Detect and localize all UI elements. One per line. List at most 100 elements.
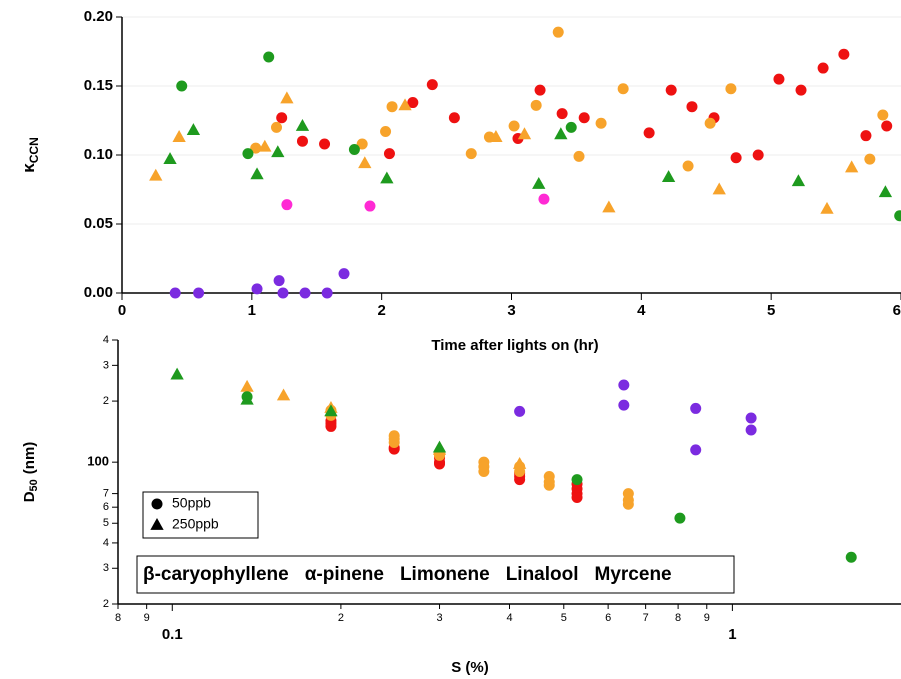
y-tick-label: 0.10 [84,146,113,163]
triangle-marker [149,168,163,181]
circle-marker [595,117,607,129]
circle-marker [864,153,876,165]
y-tick-label: 3 [103,562,109,574]
circle-marker [860,130,872,142]
circle-marker [356,138,368,150]
circle-marker [530,99,542,111]
circle-marker [276,112,288,124]
species-legend-box [136,555,735,594]
circle-marker [556,108,568,120]
circle-marker [894,210,901,222]
y-title-sub: CCN [27,137,41,163]
legend-entry: Linalool [506,564,579,585]
triangle-marker [295,119,310,131]
circle-marker [193,287,205,299]
y-tick-label: 7 [103,488,109,500]
circle-marker [386,101,398,113]
y-tick-label: 2 [103,598,109,610]
y-axis-title: κCCN [19,137,41,172]
circle-marker [250,142,262,154]
triangle-marker [163,152,177,165]
triangle-marker [532,176,546,189]
marker-legend-box [142,491,259,539]
circle-marker [543,479,555,491]
circle-marker [578,112,590,124]
x-tick-label: 1 [248,302,256,319]
triangle-marker [712,182,726,195]
y-tick-label: 4 [103,334,109,346]
triangle-marker [280,91,294,104]
x-tick-label: 8 [115,612,121,624]
circle-marker [817,62,829,74]
circle-marker [534,84,546,96]
circle-marker [745,412,757,424]
y-tick-label: 4 [103,537,109,549]
x-tick-label: 4 [637,302,646,319]
x-tick-label: 9 [704,612,710,624]
y-tick-label: 0.00 [84,284,113,301]
triangle-marker [820,201,834,214]
legend-entry: Myrcene [595,564,672,585]
triangle-marker [358,156,372,169]
triangle-marker [258,139,272,152]
circle-marker [622,498,634,510]
x-tick-label: 3 [507,302,515,319]
x-tick-label: 8 [675,612,681,624]
circle-marker [725,83,737,95]
circle-marker [380,126,392,138]
circle-marker [338,268,350,280]
y-tick-label: 2 [103,395,109,407]
circle-marker [514,474,526,486]
circle-marker [552,26,564,38]
circle-marker [704,117,716,129]
circle-marker [263,51,275,63]
triangle-marker [554,127,568,140]
circle-marker [565,121,577,133]
circle-marker [730,152,742,164]
circle-marker [745,424,757,436]
x-tick-label: 0.1 [162,626,183,643]
circle-marker [325,420,337,432]
circle-marker [877,109,889,121]
circle-marker [271,121,283,133]
x-tick-label: 6 [893,302,901,319]
x-tick-label: 6 [605,612,611,624]
circle-marker [277,287,289,299]
x-tick-label: 4 [506,612,512,624]
triangle-marker [878,185,893,198]
circle-marker [383,148,395,160]
x-tick-label: 2 [377,302,385,319]
triangle-marker [512,456,527,469]
circle-marker [690,444,702,456]
triangle-marker [489,130,503,142]
legend-entry: Limonene [400,564,490,585]
legend-marker [150,518,164,530]
circle-marker [845,551,857,563]
triangle-marker [380,171,394,184]
circle-marker [321,287,333,299]
circle-marker [618,399,630,411]
circle-marker [686,101,698,113]
circle-marker [538,193,550,205]
triangle-marker [240,392,254,405]
circle-marker [448,112,460,124]
x-tick-label: 3 [436,612,442,624]
circle-marker [643,127,655,139]
triangle-marker [271,145,285,158]
circle-marker [465,148,477,160]
triangle-marker [172,130,186,142]
circle-marker [752,149,764,161]
y-tick-label: 100 [87,454,109,469]
y-tick-label: 6 [103,501,109,513]
circle-marker [838,48,850,60]
circle-marker [348,143,360,155]
y-axis-title: D50 (nm) [21,442,40,503]
triangle-marker [324,404,338,417]
circle-marker [434,458,446,470]
y-title-main: D [21,491,38,502]
x-tick-label: 1 [728,626,736,643]
circle-marker [296,135,308,147]
y-tick-label: 0.05 [84,215,113,232]
circle-marker [618,379,630,391]
